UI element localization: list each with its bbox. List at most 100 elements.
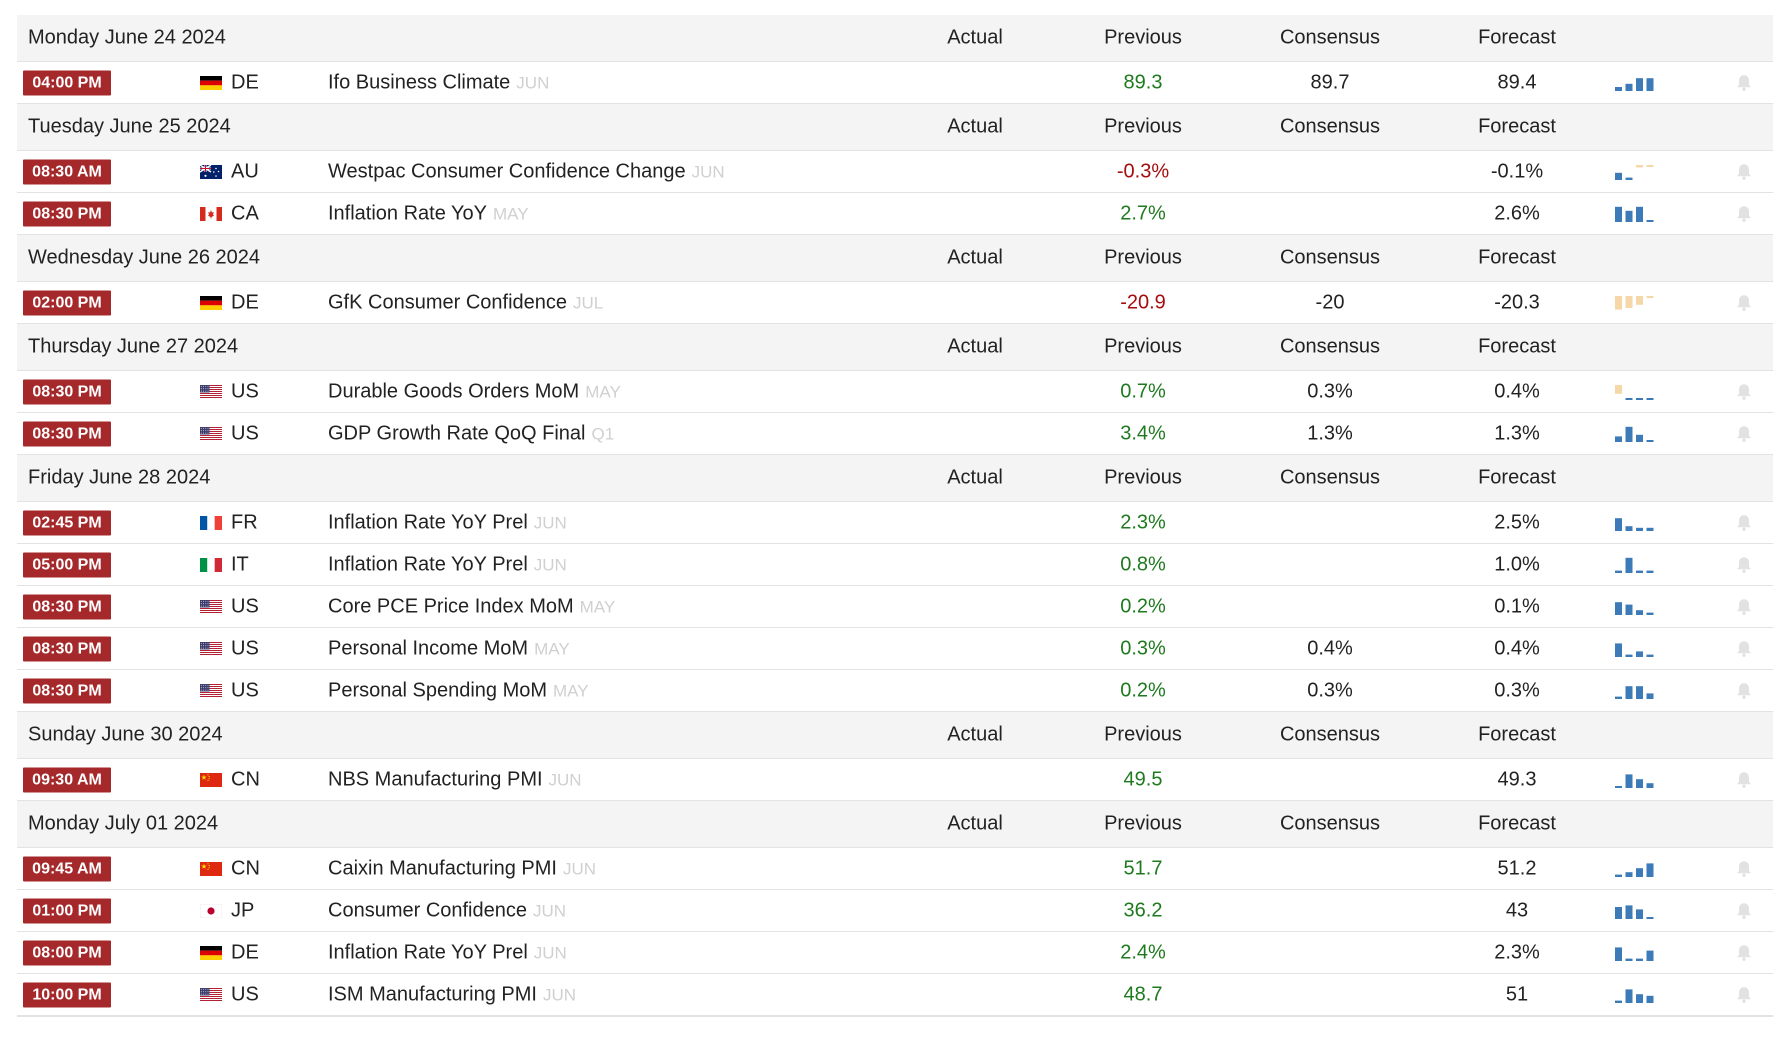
country-code: AU xyxy=(231,160,259,182)
event-row[interactable]: 04:00 PM DE Ifo Business Climate JUN 89.3 89.… xyxy=(17,62,1773,104)
bell-icon[interactable] xyxy=(1734,859,1754,879)
bar-trend-icon[interactable] xyxy=(1614,858,1658,880)
bar-trend-icon[interactable] xyxy=(1614,769,1658,791)
event-name-link[interactable]: GDP Growth Rate QoQ Final xyxy=(328,422,586,444)
event-row[interactable]: 08:30 PM CA Inflation Rate YoY MAY 2.7% 2.6% xyxy=(17,193,1773,235)
event-row[interactable]: 01:00 PM JP Consumer Confidence JUN 36.2 43 xyxy=(17,890,1773,932)
event-time-badge[interactable]: 08:30 PM xyxy=(23,636,111,661)
bell-icon[interactable] xyxy=(1734,293,1754,313)
event-row[interactable]: 09:45 AM CN Caixin Manufacturing PMI JUN 51.… xyxy=(17,848,1773,890)
bar-trend-icon[interactable] xyxy=(1614,900,1658,922)
event-time-badge[interactable]: 08:00 PM xyxy=(23,940,111,965)
bar-trend-icon[interactable] xyxy=(1614,381,1658,403)
event-name-link[interactable]: Ifo Business Climate xyxy=(328,71,511,93)
bar-trend-icon[interactable] xyxy=(1614,72,1658,94)
bell-icon[interactable] xyxy=(1734,162,1754,182)
event-time-badge[interactable]: 08:30 PM xyxy=(23,379,111,404)
bell-icon[interactable] xyxy=(1734,770,1754,790)
consensus-value: 1.3% xyxy=(1307,422,1353,444)
event-row[interactable]: 08:30 PM US Durable Goods Orders MoM MAY 0.7… xyxy=(17,371,1773,413)
previous-value: 0.2% xyxy=(1120,595,1166,617)
bar-trend-icon[interactable] xyxy=(1614,680,1658,702)
bell-icon[interactable] xyxy=(1734,204,1754,224)
event-row[interactable]: 08:30 PM US Personal Income MoM MAY 0.3% 0.4%… xyxy=(17,628,1773,670)
event-time-badge[interactable]: 09:30 AM xyxy=(23,767,111,792)
bar-trend-icon[interactable] xyxy=(1614,638,1658,660)
event-time-badge[interactable]: 08:30 PM xyxy=(23,421,111,446)
event-row[interactable]: 02:45 PM FR Inflation Rate YoY Prel JUN 2.3%… xyxy=(17,502,1773,544)
event-row[interactable]: 08:30 AM AU Westpac Consumer Confidence Ch… xyxy=(17,151,1773,193)
bar-trend-icon[interactable] xyxy=(1614,292,1658,314)
bar-trend-icon[interactable] xyxy=(1614,596,1658,618)
event-name-link[interactable]: NBS Manufacturing PMI xyxy=(328,768,543,790)
event-time-badge[interactable]: 01:00 PM xyxy=(23,898,111,923)
event-name-link[interactable]: GfK Consumer Confidence xyxy=(328,291,568,313)
au-flag-icon xyxy=(200,164,222,179)
bar-trend-icon[interactable] xyxy=(1614,942,1658,964)
bell-icon[interactable] xyxy=(1734,424,1754,444)
country-code: IT xyxy=(231,553,249,575)
forecast-value: 0.3% xyxy=(1494,679,1540,701)
event-time-badge[interactable]: 08:30 AM xyxy=(23,159,111,184)
event-time-badge[interactable]: 08:30 PM xyxy=(23,678,111,703)
event-time-badge[interactable]: 08:30 PM xyxy=(23,594,111,619)
event-time-badge[interactable]: 02:45 PM xyxy=(23,510,111,535)
bell-icon[interactable] xyxy=(1734,943,1754,963)
event-time-badge[interactable]: 09:45 AM xyxy=(23,856,111,881)
bar-trend-icon[interactable] xyxy=(1614,984,1658,1006)
bell-icon[interactable] xyxy=(1734,901,1754,921)
event-row[interactable]: 08:30 PM US Personal Spending MoM MAY 0.2% 0.… xyxy=(17,670,1773,712)
event-row[interactable]: 08:30 PM US GDP Growth Rate QoQ Final Q1 3.4… xyxy=(17,413,1773,455)
event-name-link[interactable]: Consumer Confidence xyxy=(328,899,527,921)
event-row[interactable]: 02:00 PM DE GfK Consumer Confidence JUL -20.… xyxy=(17,282,1773,324)
spark-bar xyxy=(1625,685,1633,699)
bell-icon[interactable] xyxy=(1734,73,1754,93)
bar-trend-icon[interactable] xyxy=(1614,161,1658,183)
event-reference-period: MAY xyxy=(579,597,616,616)
previous-value: 0.3% xyxy=(1120,637,1166,659)
event-cell: Caixin Manufacturing PMI JUN xyxy=(328,857,596,880)
bell-icon[interactable] xyxy=(1734,985,1754,1005)
event-row[interactable]: 08:00 PM DE Inflation Rate YoY Prel JUN 2.4%… xyxy=(17,932,1773,974)
bell-icon[interactable] xyxy=(1734,555,1754,575)
bar-trend-icon[interactable] xyxy=(1614,203,1658,225)
event-name-link[interactable]: Durable Goods Orders MoM xyxy=(328,380,580,402)
event-name-link[interactable]: Inflation Rate YoY Prel xyxy=(328,941,528,963)
spark-bar xyxy=(1625,604,1633,615)
column-header-forecast: Forecast xyxy=(1478,723,1556,746)
event-name-link[interactable]: ISM Manufacturing PMI xyxy=(328,983,537,1005)
spark-bar xyxy=(1625,904,1633,919)
event-name-link[interactable]: Caixin Manufacturing PMI xyxy=(328,857,557,879)
country-code: CA xyxy=(231,202,259,224)
event-row[interactable]: 05:00 PM IT Inflation Rate YoY Prel JUN 0.8%… xyxy=(17,544,1773,586)
event-row[interactable]: 10:00 PM US ISM Manufacturing PMI JUN 48.7 51 xyxy=(17,974,1773,1016)
event-name-link[interactable]: Inflation Rate YoY Prel xyxy=(328,511,528,533)
bar-trend-icon[interactable] xyxy=(1614,512,1658,534)
event-name-link[interactable]: Inflation Rate YoY Prel xyxy=(328,553,528,575)
day-header: Monday June 24 2024 Actual Previous Consens… xyxy=(17,15,1773,62)
bar-trend-icon[interactable] xyxy=(1614,554,1658,576)
event-name-link[interactable]: Personal Spending MoM xyxy=(328,679,548,701)
bell-icon[interactable] xyxy=(1734,639,1754,659)
bell-icon[interactable] xyxy=(1734,382,1754,402)
event-name-link[interactable]: Westpac Consumer Confidence Change xyxy=(328,160,686,182)
event-time-badge[interactable]: 05:00 PM xyxy=(23,552,111,577)
country-code: US xyxy=(231,595,259,617)
bell-icon[interactable] xyxy=(1734,681,1754,701)
event-name-link[interactable]: Inflation Rate YoY xyxy=(328,202,488,224)
event-row[interactable]: 08:30 PM US Core PCE Price Index MoM MAY 0.2… xyxy=(17,586,1773,628)
bar-trend-icon[interactable] xyxy=(1614,423,1658,445)
spark-bar xyxy=(1615,906,1622,919)
event-time-badge[interactable]: 04:00 PM xyxy=(23,70,111,95)
event-reference-period: MAY xyxy=(553,681,589,700)
event-name-link[interactable]: Personal Income MoM xyxy=(328,637,529,659)
event-time-badge[interactable]: 08:30 PM xyxy=(23,201,111,226)
spark-bar xyxy=(1625,654,1633,657)
event-name-link[interactable]: Core PCE Price Index MoM xyxy=(328,595,574,617)
bell-icon[interactable] xyxy=(1734,513,1754,533)
bell-icon[interactable] xyxy=(1734,597,1754,617)
event-time-badge[interactable]: 10:00 PM xyxy=(23,982,111,1007)
previous-value: 3.4% xyxy=(1120,422,1166,444)
event-row[interactable]: 09:30 AM CN NBS Manufacturing PMI JUN 49.5 49… xyxy=(17,759,1773,801)
event-time-badge[interactable]: 02:00 PM xyxy=(23,290,111,315)
